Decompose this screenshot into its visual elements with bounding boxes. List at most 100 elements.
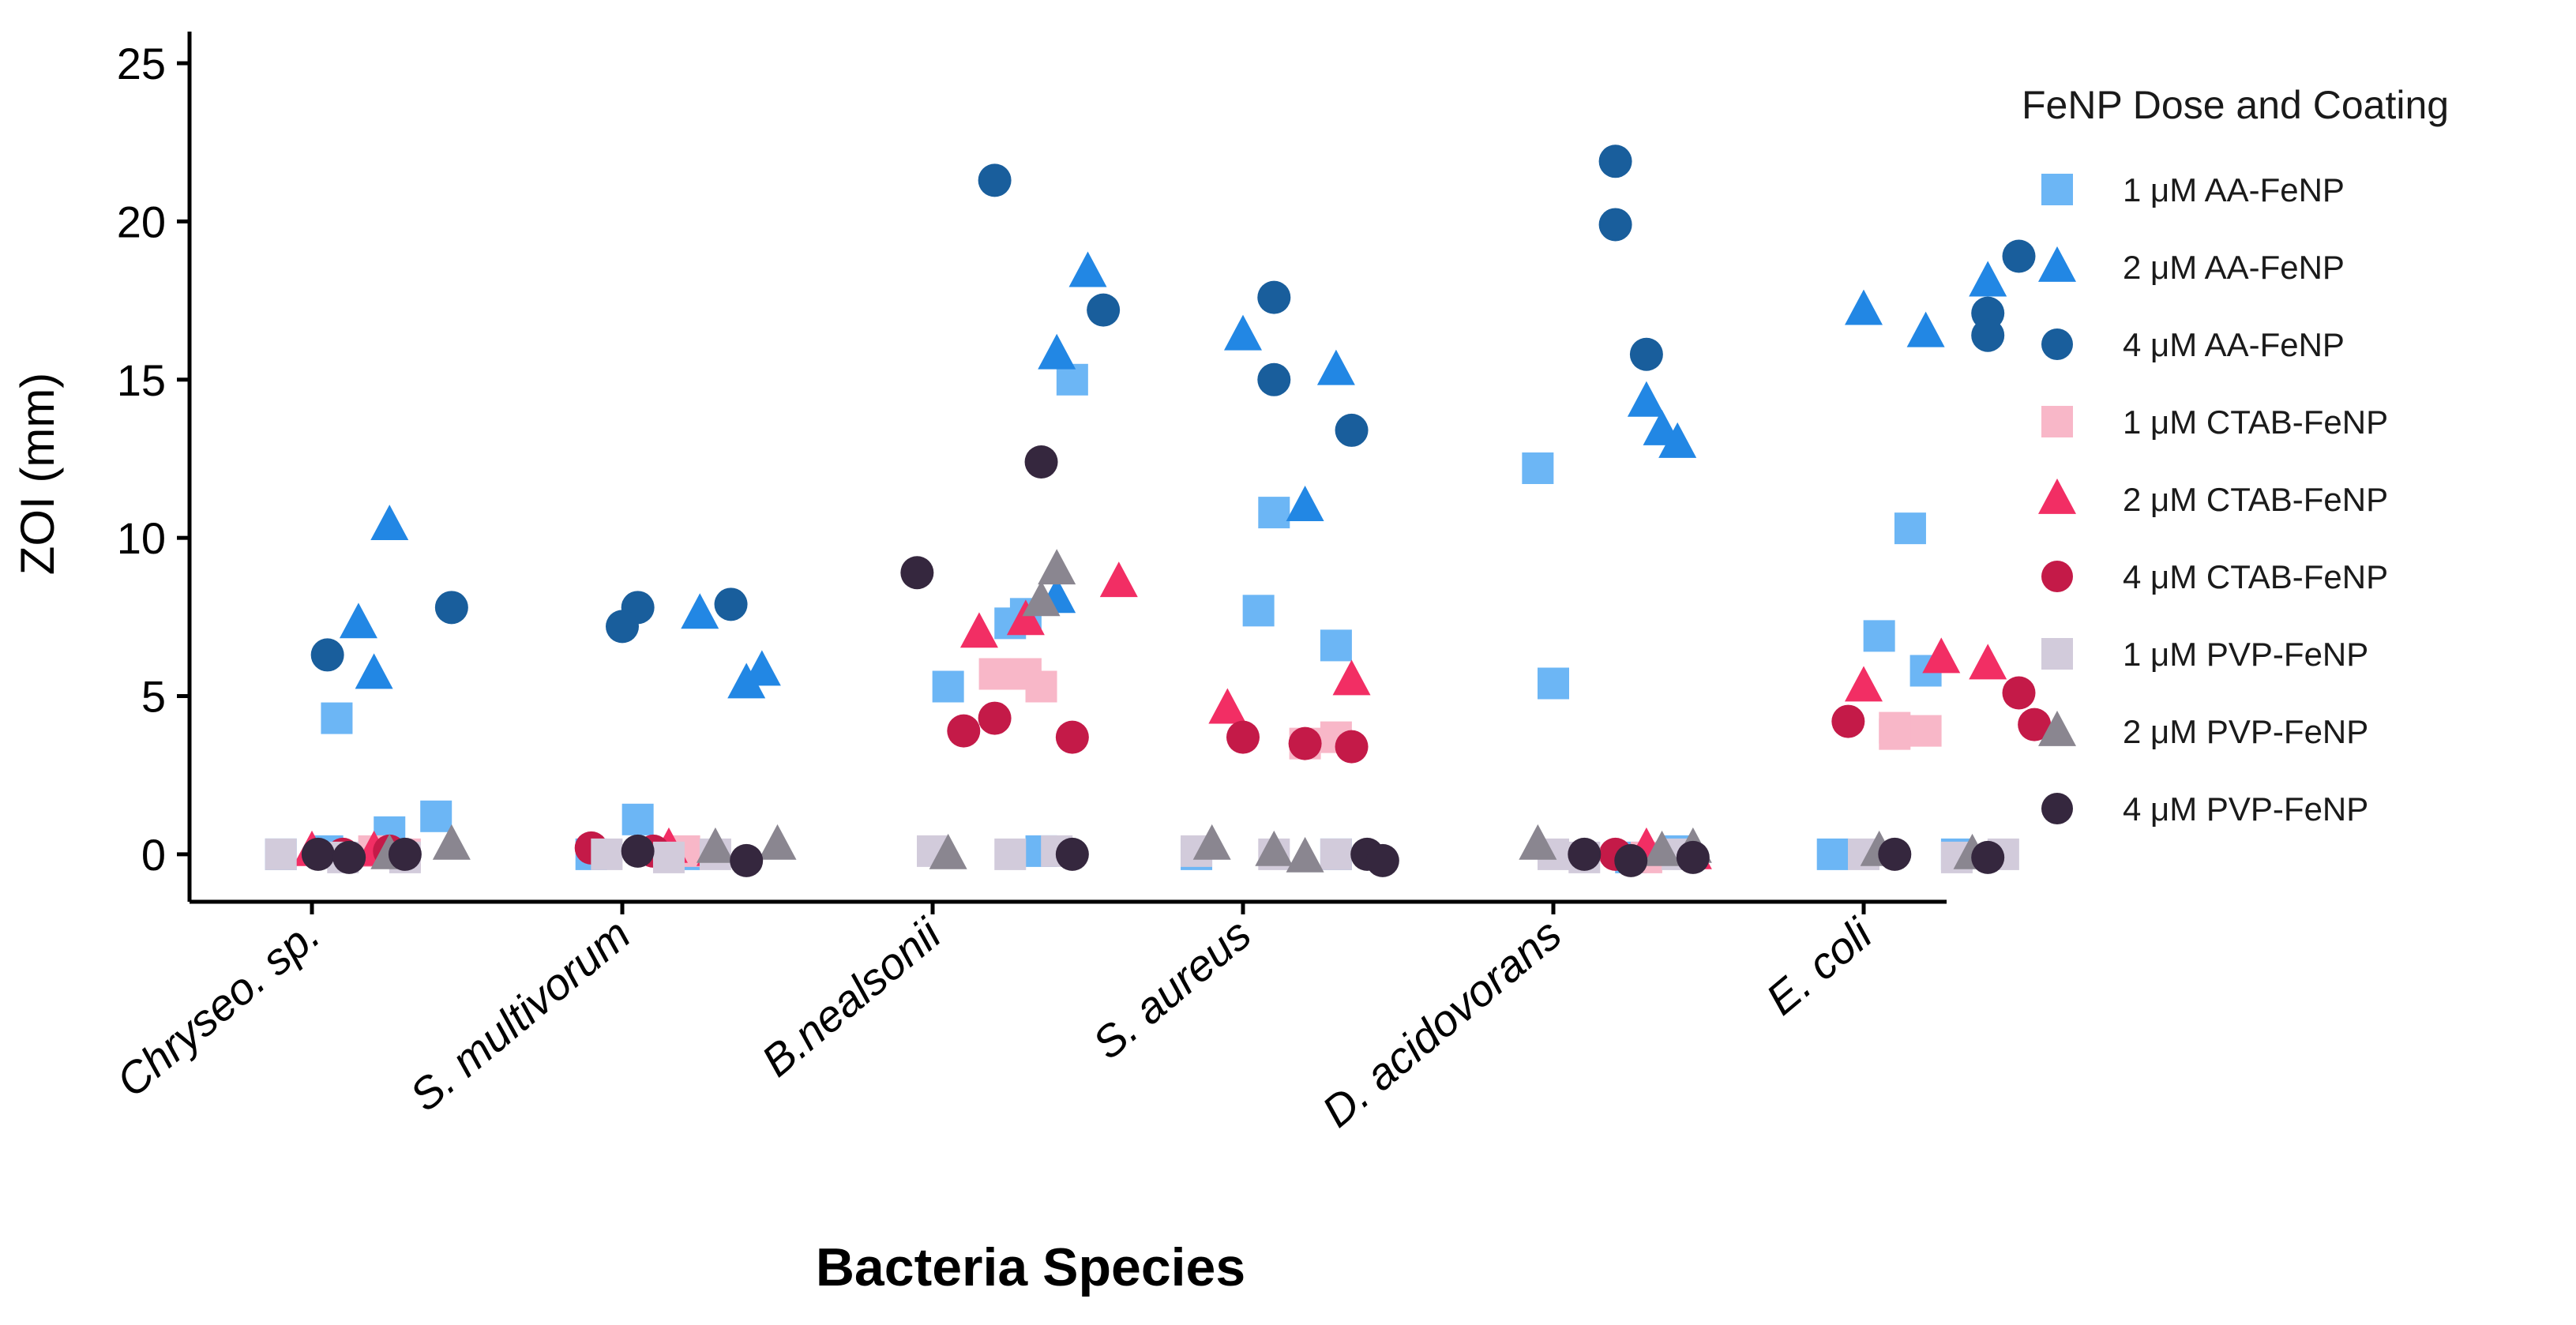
data-point xyxy=(1055,837,1089,871)
data-point xyxy=(339,602,377,639)
data-point xyxy=(434,591,468,625)
data-point xyxy=(1226,720,1260,754)
plot-area xyxy=(265,145,2052,877)
data-point xyxy=(1629,337,1663,371)
data-point xyxy=(370,505,409,541)
legend-label: 4 μM CTAB-FeNP xyxy=(2123,558,2388,595)
legend-marker xyxy=(2041,328,2073,360)
data-point xyxy=(978,163,1012,197)
legend-item: 1 μM PVP-FeNP xyxy=(2041,636,2368,673)
legend-marker xyxy=(2038,710,2076,746)
y-tick-label: 10 xyxy=(117,513,166,563)
series-group xyxy=(293,561,2007,869)
data-point xyxy=(310,638,344,672)
data-point xyxy=(1316,349,1355,385)
data-point xyxy=(1598,208,1632,242)
y-axis-title: ZOI (mm) xyxy=(11,373,64,576)
data-point xyxy=(1242,595,1275,627)
data-point xyxy=(2002,676,2036,710)
data-point xyxy=(1224,314,1262,351)
data-point xyxy=(332,840,366,874)
data-point xyxy=(1831,704,1865,738)
data-point xyxy=(730,843,764,877)
legend-label: 1 μM AA-FeNP xyxy=(2123,171,2345,208)
legend: FeNP Dose and Coating 1 μM AA-FeNP 2 μM A… xyxy=(2022,83,2449,828)
data-point xyxy=(1192,824,1231,860)
data-point xyxy=(1006,599,1045,636)
data-point xyxy=(1906,311,1945,347)
data-point xyxy=(1878,837,1912,871)
data-point xyxy=(1845,289,1883,325)
y-tick-label: 25 xyxy=(117,39,166,88)
data-point xyxy=(929,833,967,869)
data-point xyxy=(355,653,393,689)
data-point xyxy=(1643,830,1681,866)
legend-item: 2 μM PVP-FeNP xyxy=(2038,710,2368,750)
y-tick-label: 20 xyxy=(117,197,166,246)
series-group xyxy=(265,835,2019,873)
data-point xyxy=(1286,836,1324,873)
legend-marker xyxy=(2041,174,2073,205)
series-group xyxy=(339,251,2007,699)
data-point xyxy=(1909,715,1942,747)
series-group xyxy=(310,145,2036,672)
data-point xyxy=(1614,843,1648,877)
legend-item: 2 μM CTAB-FeNP xyxy=(2038,478,2388,518)
y-tick-label: 0 xyxy=(141,830,166,880)
data-point xyxy=(1969,261,2007,297)
x-tick-label: Chryseo. sp. xyxy=(107,909,329,1106)
data-point xyxy=(696,827,734,863)
legend-title: FeNP Dose and Coating xyxy=(2022,83,2449,127)
legend-label: 2 μM PVP-FeNP xyxy=(2123,713,2368,750)
data-point xyxy=(2002,239,2036,273)
data-point xyxy=(1365,843,1399,877)
data-point xyxy=(1568,837,1602,871)
series-group xyxy=(370,549,1992,873)
data-point xyxy=(621,803,654,835)
data-point xyxy=(1286,486,1324,521)
series-group xyxy=(265,363,1973,873)
data-point xyxy=(301,837,335,871)
data-point xyxy=(758,824,797,860)
data-point xyxy=(1335,730,1369,764)
data-point xyxy=(1255,830,1294,866)
data-point xyxy=(1025,670,1057,703)
data-point xyxy=(1258,497,1290,529)
data-point xyxy=(1332,659,1371,696)
data-point xyxy=(1627,381,1665,417)
data-point xyxy=(420,800,452,832)
data-point xyxy=(591,838,623,870)
legend-items: 1 μM AA-FeNP 2 μM AA-FeNP 4 μM AA-FeNP 1 μM… xyxy=(2038,171,2388,828)
data-point xyxy=(1038,333,1076,370)
legend-item: 4 μM AA-FeNP xyxy=(2041,326,2345,363)
data-point xyxy=(1022,580,1061,617)
data-point xyxy=(1816,838,1849,870)
data-point xyxy=(1863,620,1895,652)
data-point xyxy=(742,650,781,686)
data-point xyxy=(1845,666,1883,702)
x-tick-label: E. coli xyxy=(1756,908,1882,1024)
x-tick-label: S. multivorum xyxy=(400,909,640,1120)
data-point xyxy=(1320,629,1352,662)
legend-marker xyxy=(2041,793,2073,824)
data-point xyxy=(1099,561,1138,598)
data-point xyxy=(1257,280,1291,314)
data-point xyxy=(1879,711,1911,744)
legend-item: 1 μM CTAB-FeNP xyxy=(2041,404,2388,441)
x-tick-label: D. acidovorans xyxy=(1312,909,1571,1136)
x-axis-title: Bacteria Species xyxy=(816,1237,1245,1297)
data-point xyxy=(994,838,1027,870)
data-point xyxy=(932,670,964,703)
axes: 0 5 10 15 20 25 Chryseo. sp. S. multivorum B.ne… xyxy=(107,32,1947,1136)
data-point xyxy=(1658,422,1697,458)
data-point xyxy=(1969,644,2007,680)
legend-item: 2 μM AA-FeNP xyxy=(2038,246,2345,286)
data-point xyxy=(1320,838,1352,870)
data-point xyxy=(1894,512,1926,545)
data-point xyxy=(621,834,655,868)
legend-label: 2 μM AA-FeNP xyxy=(2123,249,2345,286)
data-point xyxy=(1208,688,1247,724)
data-point xyxy=(606,610,639,644)
y-ticks: 0 5 10 15 20 25 xyxy=(117,39,190,880)
